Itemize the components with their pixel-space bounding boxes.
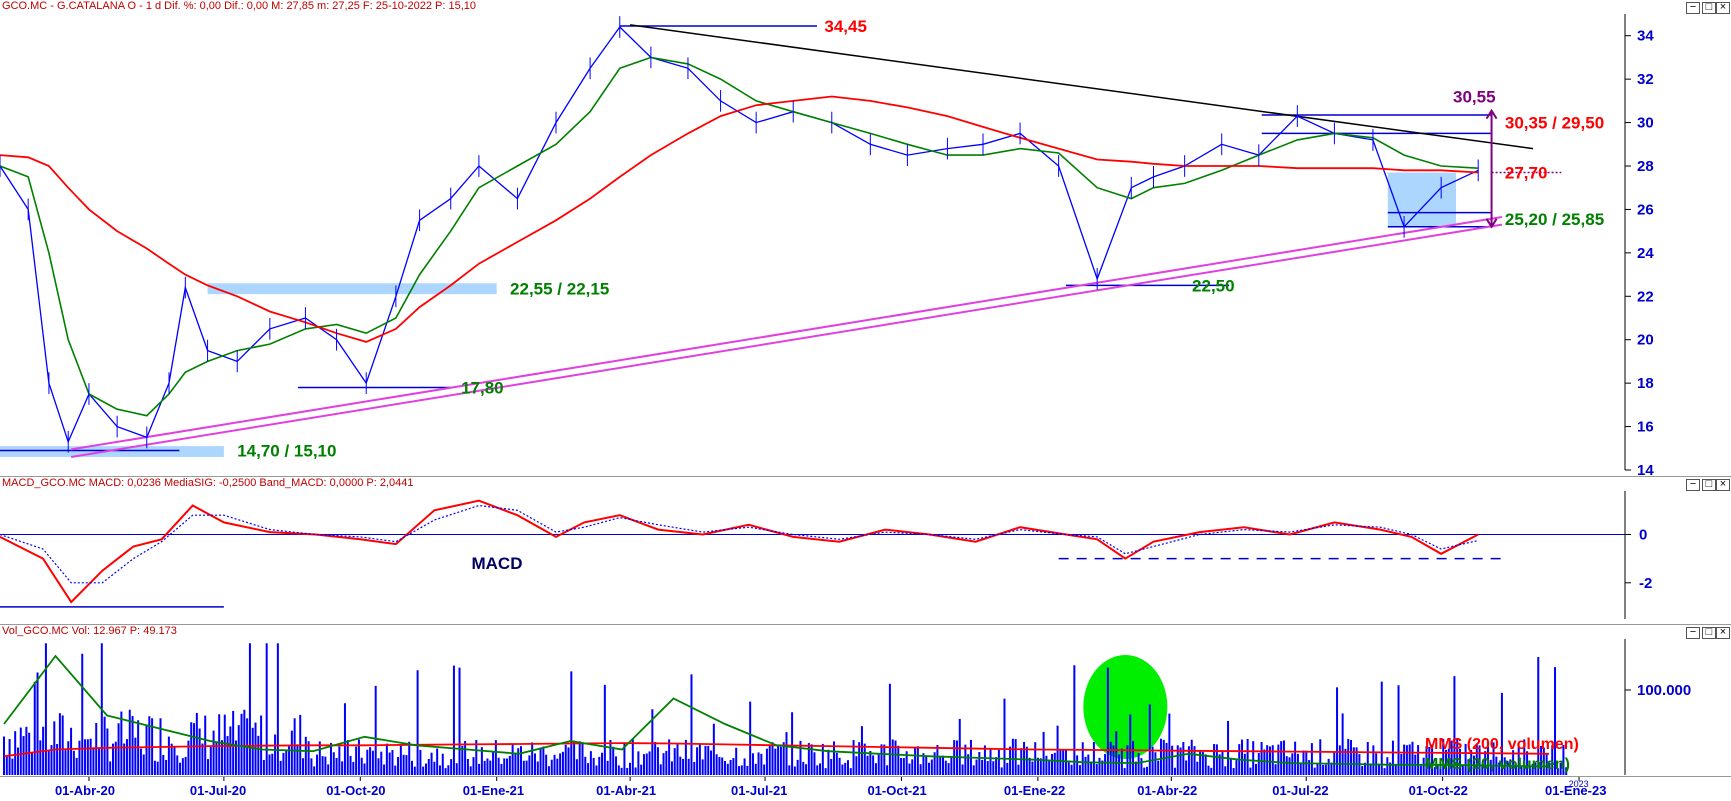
maximize-icon[interactable]: □ <box>1702 479 1716 491</box>
x-axis: 01-Abr-20 01-Jul-20 01-Oct-20 01-Ene-21 01-A… <box>0 776 1731 801</box>
price-annotation-label: 17,80 <box>461 378 504 397</box>
resistance-trendline <box>630 24 1534 150</box>
price-y-tick-label: 14 <box>1637 462 1654 476</box>
price-zone <box>1387 172 1456 227</box>
price-chart: 14 16 18 20 22 24 26 28 30 32 34 34,45 30,55 30,35 / … <box>0 14 1654 476</box>
x-tick-label: 01-Oct-22 <box>1409 783 1468 798</box>
x-year-label: 2023 <box>1569 779 1589 789</box>
x-tick-label: 01-Ene-22 <box>1004 783 1065 798</box>
volume-chart: 100.000 MMS (200, volumen) MMS (20, volume… <box>3 639 1691 775</box>
volume-highlight <box>1083 655 1168 759</box>
legend-mms20: MMS (20, volumen) <box>1425 756 1570 773</box>
maximize-icon[interactable]: □ <box>1702 2 1716 14</box>
price-y-tick-label: 26 <box>1637 201 1654 218</box>
x-axis-svg: 01-Abr-20 01-Jul-20 01-Oct-20 01-Ene-21 01-A… <box>55 777 1606 798</box>
macd-y-tick-label: -2 <box>1639 575 1652 592</box>
price-y-tick-label: 16 <box>1637 419 1654 436</box>
vol-y-tick-label: 100.000 <box>1637 682 1691 699</box>
close-icon[interactable]: × <box>1716 2 1730 14</box>
volume-panel: Vol_GCO.MC Vol: 12.967 P: 49.173 − □ × 1… <box>0 624 1731 777</box>
price-annotation-label: 22,55 / 22,15 <box>510 280 609 299</box>
arrow-up-icon <box>1485 108 1498 120</box>
price-annotation-label: 14,70 / 15,10 <box>237 441 336 460</box>
x-tick-label: 01-Oct-21 <box>867 783 926 798</box>
minimize-icon[interactable]: − <box>1686 479 1700 491</box>
price-y-tick-label: 34 <box>1637 28 1654 45</box>
price-annotation-label: 30,35 / 29,50 <box>1505 114 1604 133</box>
price-y-tick-label: 30 <box>1637 115 1654 132</box>
price-y-tick-label: 32 <box>1637 71 1654 88</box>
macd-chart: -2 0 MACD <box>0 491 1652 619</box>
support-trendline <box>71 223 1503 458</box>
price-zone <box>207 283 497 295</box>
price-y-tick-label: 22 <box>1637 288 1654 305</box>
macd-header: MACD_GCO.MC MACD: 0,0236 MediaSIG: -0,25… <box>2 477 414 489</box>
price-annotation-label: 34,45 <box>824 17 867 36</box>
macd-y-tick-label: 0 <box>1639 526 1647 543</box>
x-tick-label: 01-Jul-21 <box>731 783 787 798</box>
macd-series-line-0 <box>0 499 1479 604</box>
x-tick-label: 01-Abr-20 <box>55 783 115 798</box>
price-annotation-label: 25,20 / 25,85 <box>1505 210 1604 229</box>
maximize-icon[interactable]: □ <box>1702 627 1716 639</box>
x-tick-label: 01-Jul-20 <box>190 783 246 798</box>
price-y-tick-label: 18 <box>1637 375 1654 392</box>
x-tick-label: 01-Abr-22 <box>1137 783 1197 798</box>
vol-ma-line-1 <box>3 654 1550 768</box>
minimize-icon[interactable]: − <box>1686 2 1700 14</box>
price-annotation-label: 30,55 <box>1453 88 1496 107</box>
price-zone <box>0 446 224 457</box>
series-line-2 <box>0 95 1479 343</box>
series-line-0 <box>0 26 1479 444</box>
x-tick-label: 01-Ene-23 <box>1545 783 1606 798</box>
volume-header: Vol_GCO.MC Vol: 12.967 P: 49.173 <box>2 625 177 637</box>
support-trendline <box>71 216 1503 451</box>
price-annotation-label: 27,70 <box>1505 164 1548 183</box>
minimize-icon[interactable]: − <box>1686 627 1700 639</box>
x-tick-label: 01-Abr-21 <box>596 783 656 798</box>
macd-label: MACD <box>471 554 522 573</box>
macd-series-line-1 <box>0 504 1479 584</box>
price-y-tick-label: 28 <box>1637 158 1654 175</box>
macd-panel: MACD_GCO.MC MACD: 0,0236 MediaSIG: -0,25… <box>0 476 1731 625</box>
price-y-tick-label: 20 <box>1637 332 1654 349</box>
x-tick-label: 01-Oct-20 <box>326 783 385 798</box>
price-panel: GCO.MC - G.CATALANA O - 1 d Dif. %: 0,00… <box>0 0 1731 476</box>
price-y-tick-label: 24 <box>1637 245 1654 262</box>
arrow-down-icon <box>1485 218 1498 229</box>
close-icon[interactable]: × <box>1716 479 1730 491</box>
legend-mms200: MMS (200, volumen) <box>1425 736 1579 753</box>
x-tick-label: 01-Ene-21 <box>463 783 524 798</box>
close-icon[interactable]: × <box>1716 627 1730 639</box>
x-tick-label: 01-Jul-22 <box>1272 783 1328 798</box>
price-header: GCO.MC - G.CATALANA O - 1 d Dif. %: 0,00… <box>2 0 477 12</box>
price-annotation-label: 22,50 <box>1192 276 1235 295</box>
